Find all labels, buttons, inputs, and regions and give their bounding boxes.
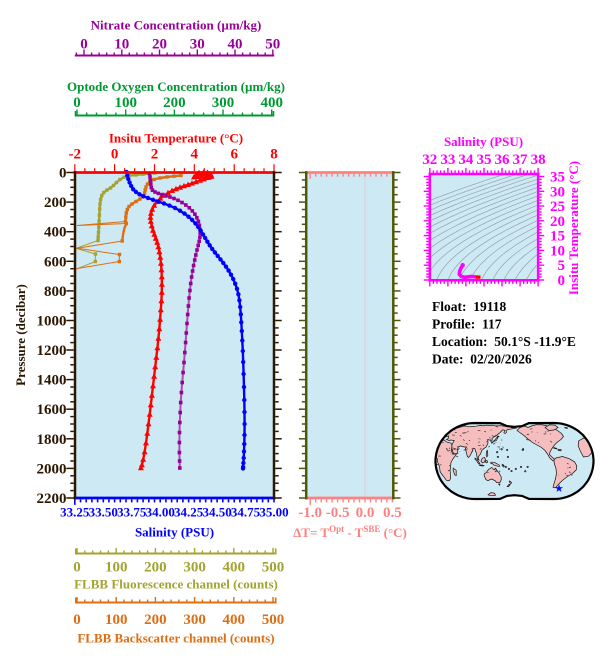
svg-text:34: 34 (458, 152, 474, 168)
svg-text:-1.0: -1.0 (298, 505, 322, 521)
svg-text:Optode Oxygen Concentration (µ: Optode Oxygen Concentration (µm/kg) (67, 79, 285, 94)
svg-text:5: 5 (558, 258, 566, 274)
svg-text:33.50: 33.50 (89, 505, 118, 520)
svg-text:4: 4 (191, 147, 199, 163)
svg-text:Profile: 117: Profile: 117 (432, 317, 502, 332)
svg-text:2000: 2000 (37, 461, 67, 477)
svg-text:ΔT= TOpt - TSBE (°C): ΔT= TOpt - TSBE (°C) (293, 524, 407, 540)
svg-text:300: 300 (183, 560, 206, 576)
svg-text:30: 30 (190, 37, 205, 53)
svg-text:35.00: 35.00 (259, 505, 288, 520)
svg-text:Nitrate Concentration (µm/kg): Nitrate Concentration (µm/kg) (91, 18, 262, 33)
svg-text:33.25: 33.25 (60, 505, 90, 520)
svg-text:200: 200 (144, 560, 167, 576)
svg-text:-0.5: -0.5 (326, 505, 350, 521)
svg-text:300: 300 (212, 95, 235, 111)
svg-text:Salinity (PSU): Salinity (PSU) (135, 525, 214, 540)
svg-text:400: 400 (223, 612, 246, 628)
svg-text:50: 50 (265, 37, 280, 53)
svg-text:200: 200 (163, 95, 186, 111)
svg-text:37: 37 (513, 152, 529, 168)
svg-text:33: 33 (440, 152, 455, 168)
svg-text:0: 0 (111, 147, 119, 163)
svg-text:Pressure (decibar): Pressure (decibar) (13, 284, 28, 386)
svg-text:500: 500 (262, 612, 285, 628)
svg-text:10: 10 (114, 37, 129, 53)
svg-text:Insitu Temperature (°C): Insitu Temperature (°C) (109, 131, 243, 146)
svg-text:32: 32 (422, 152, 437, 168)
svg-text:0.5: 0.5 (383, 505, 402, 521)
svg-text:Location: 50.1°S -11.9°E: Location: 50.1°S -11.9°E (432, 334, 576, 349)
svg-text:1600: 1600 (37, 402, 67, 418)
svg-text:600: 600 (44, 254, 67, 270)
svg-text:FLBB Backscatter channel (coun: FLBB Backscatter channel (counts) (77, 631, 274, 646)
svg-text:100: 100 (105, 560, 128, 576)
svg-text:36: 36 (495, 152, 511, 168)
svg-text:34.75: 34.75 (231, 505, 261, 520)
svg-text:6: 6 (230, 147, 238, 163)
svg-text:200: 200 (144, 612, 167, 628)
svg-text:10: 10 (550, 243, 565, 259)
svg-text:30: 30 (550, 184, 565, 200)
svg-text:Insitu Temperature (°C): Insitu Temperature (°C) (566, 161, 581, 295)
svg-text:40: 40 (228, 37, 243, 53)
svg-text:1400: 1400 (37, 373, 67, 389)
svg-text:300: 300 (183, 612, 206, 628)
svg-text:100: 100 (114, 95, 137, 111)
svg-text:8: 8 (270, 147, 278, 163)
svg-text:Salinity (PSU): Salinity (PSU) (444, 134, 523, 149)
svg-text:Float: 19118: Float: 19118 (432, 299, 506, 314)
svg-text:400: 400 (44, 225, 67, 241)
svg-text:33.75: 33.75 (117, 505, 147, 520)
svg-text:25: 25 (550, 199, 565, 215)
svg-text:0: 0 (59, 166, 67, 182)
svg-text:800: 800 (44, 284, 67, 300)
svg-text:0.0: 0.0 (356, 505, 375, 521)
svg-text:400: 400 (223, 560, 246, 576)
svg-text:35: 35 (477, 152, 492, 168)
svg-text:34.50: 34.50 (202, 505, 231, 520)
svg-text:500: 500 (262, 560, 285, 576)
svg-text:400: 400 (260, 95, 283, 111)
svg-text:200: 200 (44, 195, 67, 211)
svg-text:-2: -2 (69, 147, 82, 163)
svg-text:2: 2 (151, 147, 159, 163)
svg-text:0: 0 (80, 37, 88, 53)
svg-text:34.25: 34.25 (174, 505, 204, 520)
svg-text:100: 100 (105, 612, 128, 628)
svg-text:0: 0 (73, 612, 81, 628)
svg-text:1800: 1800 (37, 432, 67, 448)
svg-text:20: 20 (152, 37, 167, 53)
svg-text:15: 15 (550, 229, 565, 245)
svg-text:FLBB Fluorescence channel (cou: FLBB Fluorescence channel (counts) (74, 577, 278, 592)
svg-text:1000: 1000 (37, 314, 67, 330)
svg-text:34.00: 34.00 (146, 505, 175, 520)
svg-text:38: 38 (531, 152, 546, 168)
svg-text:0: 0 (558, 273, 566, 289)
svg-text:35: 35 (550, 170, 565, 186)
svg-text:Date: 02/20/2026: Date: 02/20/2026 (432, 352, 532, 367)
svg-text:1200: 1200 (37, 343, 67, 359)
svg-text:2200: 2200 (37, 491, 67, 507)
svg-text:20: 20 (550, 214, 565, 230)
svg-text:0: 0 (73, 95, 81, 111)
svg-text:0: 0 (73, 560, 81, 576)
